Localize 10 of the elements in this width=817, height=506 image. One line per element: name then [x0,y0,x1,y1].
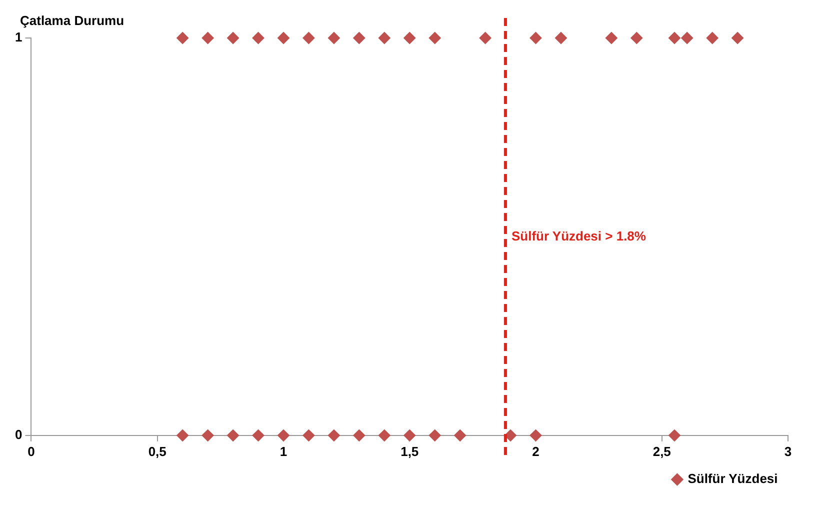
x-tick-label: 0,5 [148,444,166,459]
x-tick-label: 2 [532,444,540,459]
x-tick-label: 0 [28,444,35,459]
y-axis-title: Çatlama Durumu [20,13,124,28]
ref-line-label: Sülfür Yüzdesi > 1.8% [511,228,646,244]
legend-label: Sülfür Yüzdesi [688,471,778,486]
x-tick-label: 1,5 [400,444,419,459]
x-tick-label: 3 [784,444,792,459]
x-tick-label: 1 [280,444,288,459]
x-tick-label: 2,5 [652,444,671,459]
